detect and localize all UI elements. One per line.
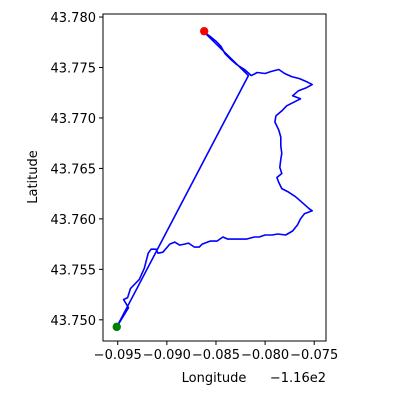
y-tick-label: 43.775	[51, 61, 97, 76]
end-marker	[199, 26, 209, 36]
y-tick-label: 43.765	[51, 162, 97, 177]
x-tick-label: −0.090	[143, 348, 191, 363]
y-tick-label: 43.750	[51, 314, 97, 329]
y-tick-label: 43.770	[51, 112, 97, 127]
x-tick-label: −0.095	[94, 348, 142, 363]
y-tick-label: 43.780	[51, 11, 97, 26]
series-line-0	[116, 31, 314, 328]
x-axis-ticks: −0.095 −0.090 −0.085 −0.080 −0.075	[94, 341, 338, 363]
x-tick-label: −0.075	[290, 348, 338, 363]
y-tick-label: 43.760	[51, 213, 97, 228]
y-axis-label: Latitude	[26, 150, 41, 204]
x-tick-label: −0.085	[192, 348, 240, 363]
plot-content	[112, 26, 314, 332]
x-tick-label: −0.080	[241, 348, 289, 363]
y-tick-label: 43.755	[51, 263, 97, 278]
plot-frame	[102, 13, 327, 342]
y-axis-ticks: 43.750 43.755 43.760 43.765 43.770 43.775 43.7…	[51, 11, 103, 329]
x-axis-label: Longitude	[182, 371, 247, 386]
x-axis-offset-label: −1.16e2	[270, 371, 326, 386]
start-marker	[112, 322, 121, 332]
